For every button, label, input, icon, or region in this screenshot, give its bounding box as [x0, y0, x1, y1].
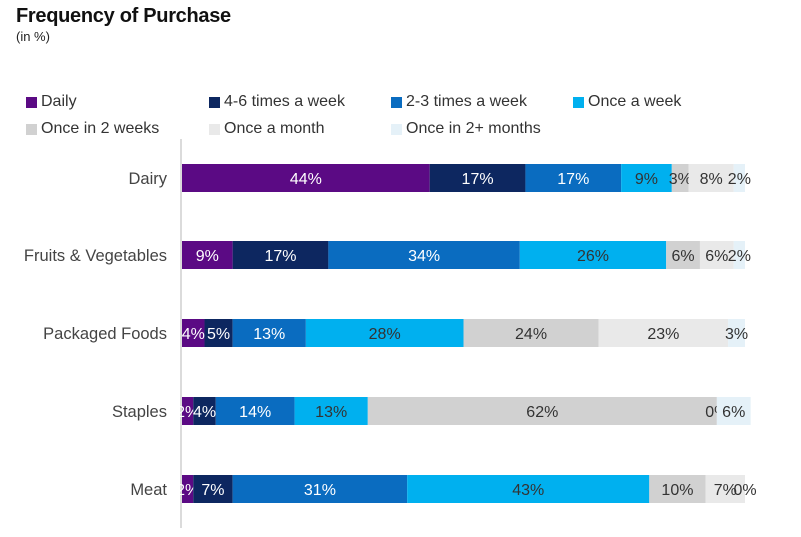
legend: Daily 4-6 times a week 2-3 times a week …: [26, 93, 786, 143]
data-label: 14%: [239, 404, 271, 421]
data-label: 3%: [725, 326, 748, 343]
bar-segment: [182, 319, 205, 347]
data-label: 3%: [669, 171, 692, 188]
legend-label: Once in 2 weeks: [41, 120, 160, 137]
data-label: 0%: [733, 482, 756, 499]
category-label: Dairy: [128, 170, 167, 188]
data-label: 17%: [265, 248, 297, 265]
bar-segment: [733, 164, 745, 192]
bar-segment: [598, 319, 729, 347]
data-label: 6%: [705, 248, 728, 265]
data-label: 7%: [714, 482, 737, 499]
legend-item-once-a-month: Once a month: [209, 120, 325, 138]
data-label: 4%: [193, 404, 216, 421]
data-label: 5%: [207, 326, 230, 343]
bar-segment: [232, 319, 306, 347]
legend-item-daily: Daily: [26, 93, 77, 111]
bar-segment: [525, 164, 622, 192]
data-label: 2%: [728, 171, 751, 188]
legend-swatch: [209, 96, 220, 108]
data-label: 62%: [526, 404, 558, 421]
bar-segment: [328, 241, 520, 269]
legend-item-2-3-times: 2-3 times a week: [391, 93, 527, 111]
bar-segment: [204, 319, 233, 347]
bar-segment: [666, 241, 700, 269]
data-label: 28%: [369, 326, 401, 343]
data-label: 26%: [577, 248, 609, 265]
bar-segment: [215, 397, 295, 425]
bar-segment: [305, 319, 464, 347]
bar-segment: [294, 397, 368, 425]
bar-segment: [671, 164, 689, 192]
legend-item-once-in-2-plus-months: Once in 2+ months: [391, 120, 541, 138]
bars-group: 44% 17% 17% 9% 3% 8% 2%9% 17% 34% 26% 6% 6% 2%4% 5% 13…: [176, 164, 757, 503]
legend-label: 4-6 times a week: [224, 93, 345, 110]
bar-segment: [649, 475, 706, 503]
legend-swatch: [209, 123, 220, 135]
bar-segment: [699, 241, 734, 269]
legend-swatch: [573, 96, 584, 108]
data-label: 24%: [515, 326, 547, 343]
bar-segment: [232, 475, 408, 503]
data-label: 10%: [661, 482, 693, 499]
bar-segment: [367, 397, 717, 425]
data-label: 13%: [315, 404, 347, 421]
legend-label: Once in 2+ months: [406, 120, 541, 137]
bar-segment: [232, 241, 329, 269]
bar-segment: [688, 164, 734, 192]
bar-segment: [182, 397, 194, 425]
data-label: 44%: [290, 171, 322, 188]
data-label: 34%: [408, 248, 440, 265]
bar-segment: [716, 397, 751, 425]
legend-swatch: [26, 123, 37, 135]
data-label: 13%: [253, 326, 285, 343]
category-label: Meat: [130, 481, 167, 499]
data-label: 23%: [647, 326, 679, 343]
bar-segment: [182, 164, 430, 192]
data-label: 6%: [672, 248, 695, 265]
data-label: 31%: [304, 482, 336, 499]
legend-label: Once a month: [224, 120, 325, 137]
data-label: 9%: [196, 248, 219, 265]
legend-swatch: [26, 96, 37, 108]
legend-label: Daily: [41, 93, 77, 110]
bar-segment: [429, 164, 526, 192]
bar-segment: [463, 319, 599, 347]
category-label: Fruits & Vegetables: [24, 247, 167, 265]
chart-title: Frequency of Purchase: [16, 5, 231, 27]
bar-segment: [705, 475, 745, 503]
bar-segment: [193, 397, 216, 425]
data-label: 17%: [557, 171, 589, 188]
bar-segment: [728, 319, 745, 347]
data-label: 9%: [635, 171, 658, 188]
legend-label: 2-3 times a week: [406, 93, 527, 110]
data-label: 17%: [462, 171, 494, 188]
data-label: 6%: [722, 404, 745, 421]
data-label: 2%: [728, 248, 751, 265]
legend-swatch: [391, 96, 402, 108]
data-label: 7%: [201, 482, 224, 499]
bar-segment: [182, 475, 194, 503]
legend-item-once-a-week: Once a week: [573, 93, 681, 111]
data-label: 4%: [182, 326, 205, 343]
data-label: 43%: [512, 482, 544, 499]
chart-subtitle: (in %): [16, 29, 50, 44]
legend-item-once-in-2-weeks: Once in 2 weeks: [26, 120, 159, 138]
category-labels: Dairy Fruits & Vegetables Packaged Foods St…: [24, 170, 168, 499]
bar-segment: [182, 241, 233, 269]
bar-segment: [621, 164, 672, 192]
bar-segment: [193, 475, 233, 503]
legend-label: Once a week: [588, 93, 682, 110]
category-label: Packaged Foods: [43, 325, 167, 343]
legend-item-4-6-times: 4-6 times a week: [209, 93, 345, 111]
bar-segment: [733, 241, 745, 269]
bar-segment: [519, 241, 667, 269]
data-label: 8%: [700, 171, 723, 188]
legend-swatch: [391, 123, 402, 135]
category-label: Staples: [112, 403, 167, 421]
bar-segment: [407, 475, 650, 503]
